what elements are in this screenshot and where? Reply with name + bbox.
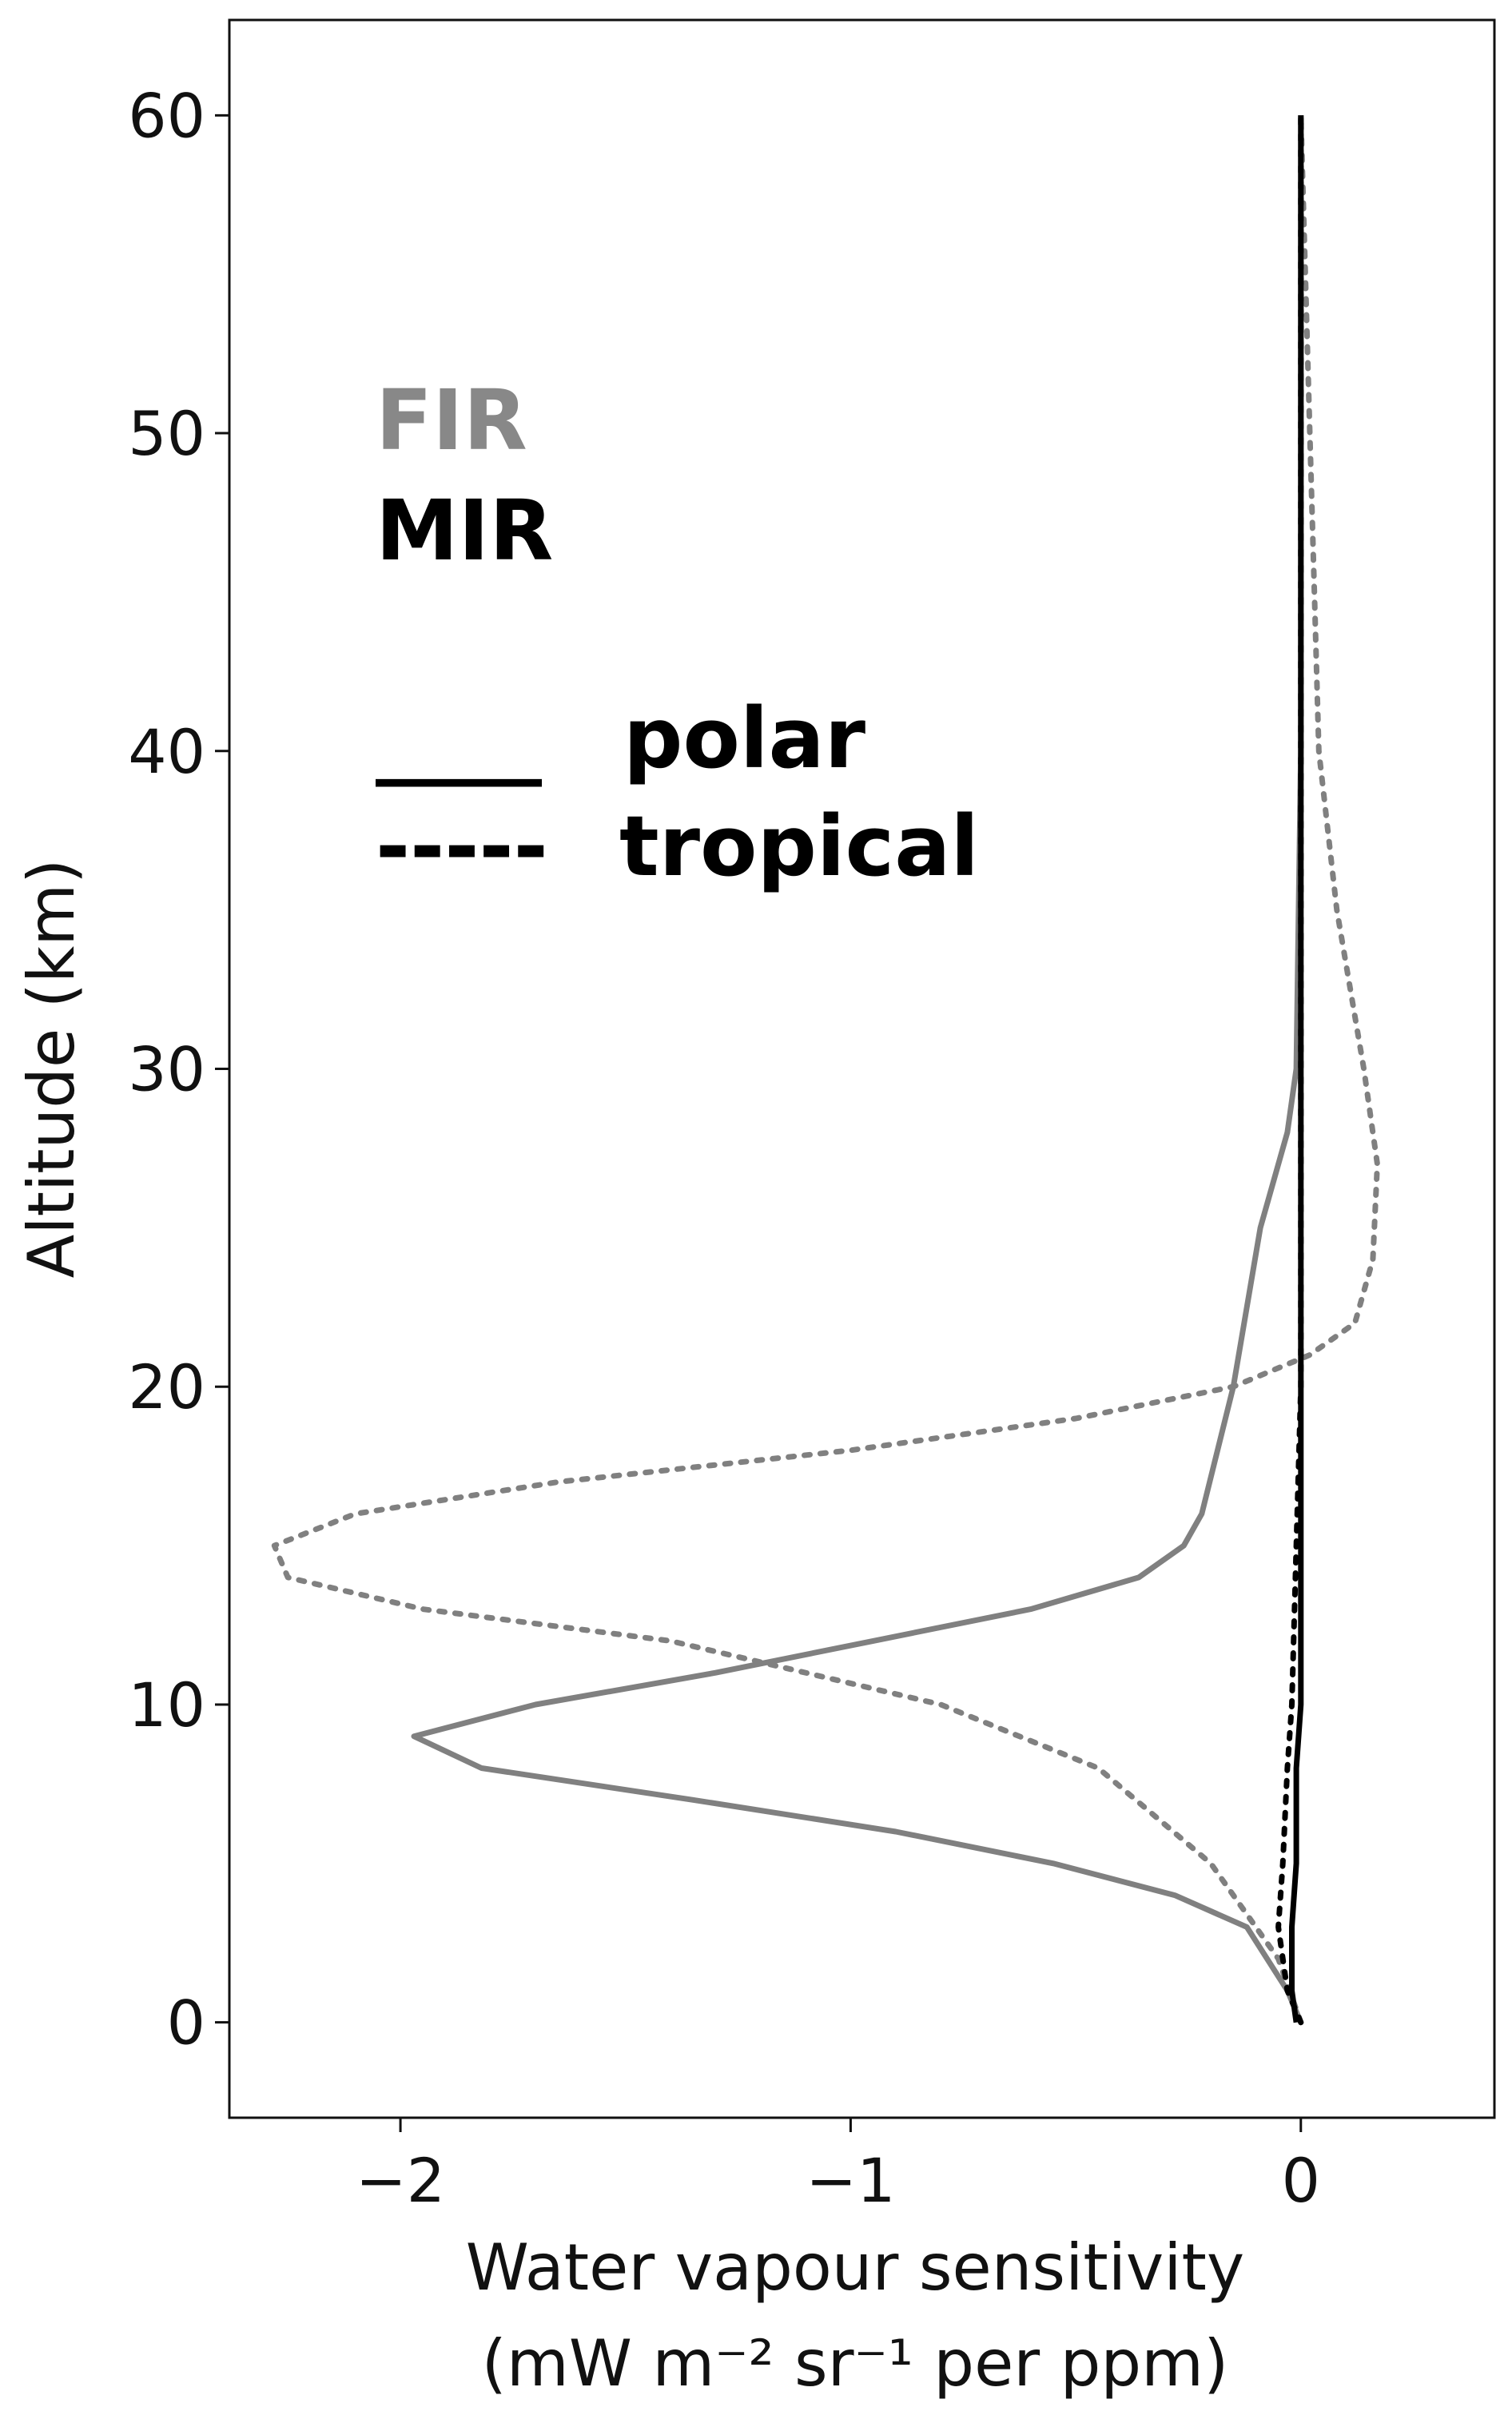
legend-polar-label: polar [623, 690, 865, 787]
legend-mir-label: MIR [376, 482, 553, 579]
series-layer [271, 112, 1380, 2026]
series-fir-tropical [271, 112, 1380, 2026]
y-tick-label: 50 [128, 398, 205, 469]
x-tick-label: 0 [1282, 2145, 1320, 2216]
legend-fir-label: FIR [376, 372, 527, 469]
x-axis-units: (mW m⁻² sr⁻¹ per ppm) [482, 2326, 1229, 2401]
legend-tropical-label: tropical [619, 798, 979, 895]
x-tick-label: −2 [356, 2145, 445, 2216]
legend-polar-sample: ____ [376, 690, 542, 787]
y-tick-label: 30 [128, 1034, 205, 1105]
x-axis-label: Water vapour sensitivity [466, 2230, 1244, 2305]
series-fir-polar [411, 115, 1304, 2024]
ticks-layer: 0 10 20 30 40 50 60 −2 −1 0 [128, 80, 1320, 2216]
y-axis-label: Altitude (km) [14, 859, 89, 1279]
y-tick-label: 60 [128, 80, 205, 151]
series-mir-tropical [1275, 112, 1304, 2026]
legend-tropical-sample: ----- [376, 798, 548, 895]
x-tick-label: −1 [806, 2145, 895, 2216]
y-tick-label: 10 [128, 1669, 205, 1741]
y-tick-label: 20 [128, 1351, 205, 1422]
y-tick-label: 40 [128, 716, 205, 787]
y-tick-label: 0 [167, 1987, 205, 2059]
